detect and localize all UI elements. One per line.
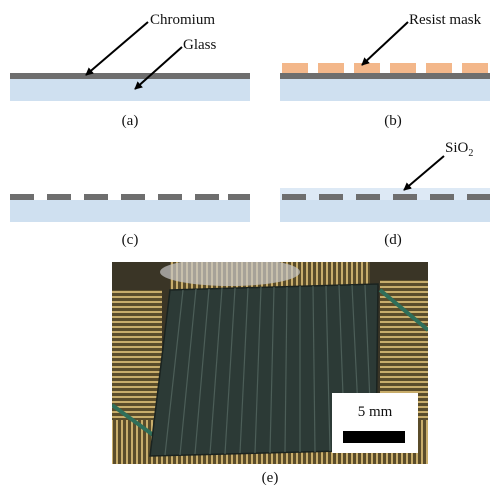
sio2-callout: SiO2 [445, 140, 473, 159]
panel-d-label: (d) [384, 232, 402, 248]
resist-segment [354, 63, 380, 73]
scale-bar-box [332, 393, 418, 453]
chromium-segment [47, 194, 71, 200]
scale-bar-label: 5 mm [358, 404, 393, 420]
chromium-callout: Chromium [150, 12, 215, 28]
resist-segment [462, 63, 488, 73]
panel-e-label: (e) [262, 470, 279, 486]
resist-segment [318, 63, 344, 73]
green-trace [378, 288, 428, 332]
resist-callout: Resist mask [409, 12, 482, 28]
glass-substrate [10, 79, 250, 101]
resist-segment [426, 63, 452, 73]
resist-segment [390, 63, 416, 73]
chromium-segment [393, 194, 417, 200]
chromium-arrow [85, 21, 149, 76]
chromium-segment [121, 194, 145, 200]
chromium-segment [84, 194, 108, 200]
glass-substrate [280, 79, 490, 101]
sio2-subscript: 2 [468, 148, 473, 159]
panel-c: (c) [10, 194, 250, 248]
chromium-layer [280, 73, 490, 79]
panel-e-photo: 5 mm [112, 262, 428, 464]
resist-arrow [361, 21, 409, 66]
scale-bar [343, 431, 405, 443]
chromium-segment [228, 194, 250, 200]
panel-c-label: (c) [122, 232, 139, 248]
panel-a-label: (a) [122, 113, 139, 129]
panel-d: SiO2 (d) [280, 140, 490, 248]
glass-callout: Glass [183, 37, 216, 53]
chromium-layer [10, 73, 250, 79]
chromium-segment [10, 194, 34, 200]
panel-b-label: (b) [384, 113, 402, 129]
chromium-segment [195, 194, 219, 200]
chromium-segment [356, 194, 380, 200]
panel-a: Chromium Glass (a) [10, 12, 250, 129]
sio2-arrow [403, 155, 445, 191]
chromium-segment [319, 194, 343, 200]
panel-b: Resist mask (b) [280, 12, 490, 129]
lead-frame-left [112, 290, 162, 420]
resist-segment [282, 63, 308, 73]
chromium-segment [282, 194, 306, 200]
glass-substrate [10, 200, 250, 222]
glass-substrate [280, 200, 490, 222]
reflection-glare [160, 262, 300, 286]
sio2-layer [280, 188, 490, 200]
chromium-segment [467, 194, 490, 200]
chromium-segment [430, 194, 454, 200]
chromium-segment [158, 194, 182, 200]
glass-arrow [134, 46, 183, 90]
